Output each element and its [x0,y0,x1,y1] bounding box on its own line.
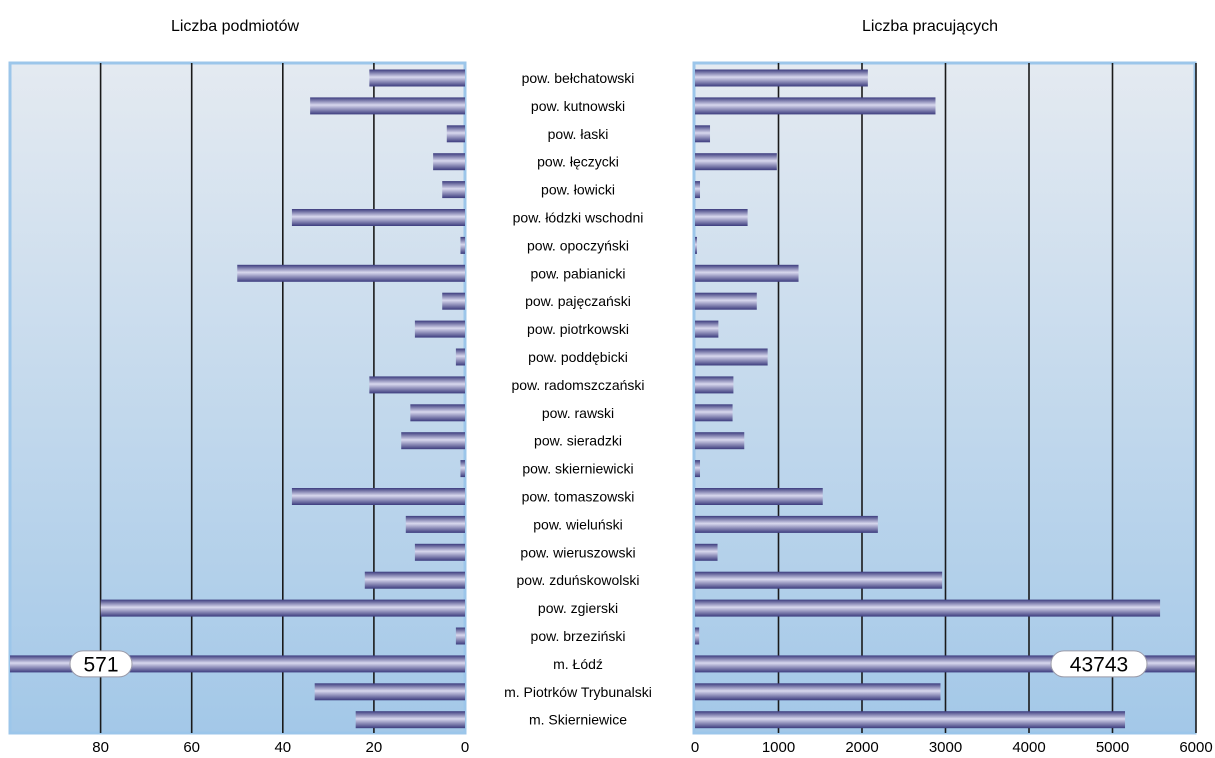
left-bar [401,432,465,450]
category-label: pow. bełchatowski [522,70,635,86]
right-bar [695,432,745,450]
right-bar [695,599,1161,617]
left-callout-label: 571 [83,653,118,676]
category-label: pow. zgierski [538,600,618,616]
left-tick-label: 80 [92,739,109,756]
left-bar [355,711,465,729]
right-bar [695,320,719,338]
category-label: pow. rawski [542,405,614,421]
category-label: pow. piotrkowski [527,321,629,337]
category-label: pow. tomaszowski [522,489,635,505]
left-chart-title: Liczba podmiotów [171,18,300,35]
category-label: pow. łęczycki [537,154,619,170]
left-bar [433,153,465,171]
left-bar [442,181,465,199]
left-bar [405,515,465,533]
right-tick-label: 6000 [1179,739,1212,756]
left-plot-background [8,61,467,735]
left-bar [460,236,465,254]
right-tick-label: 1000 [762,739,795,756]
category-label: pow. kutnowski [531,98,625,114]
right-bar [695,404,733,422]
left-bar [460,460,465,478]
left-bar [455,348,465,366]
right-plot-background [692,61,1197,735]
category-label: m. Łódź [553,656,603,672]
right-bar [695,627,700,645]
category-label: pow. opoczyński [527,237,629,253]
right-chart-title: Liczba pracujących [862,18,998,35]
right-tick-label: 2000 [845,739,878,756]
left-tick-label: 0 [461,739,469,756]
category-label: pow. skierniewicki [522,461,633,477]
right-bar [695,69,868,87]
left-bar [291,488,465,505]
category-label: pow. łódzki wschodni [513,210,644,226]
right-bar [695,97,936,115]
category-label: pow. sieradzki [534,433,622,449]
left-bar [364,571,465,589]
left-bar [369,376,465,394]
right-bar [695,125,711,143]
right-bar [695,571,943,589]
left-bar [237,264,465,282]
left-bar [414,543,465,561]
right-callout-bubble [1050,650,1148,678]
right-bar [695,515,878,533]
right-bar [695,543,718,561]
category-label: pow. łowicki [541,182,615,198]
right-bar [695,264,799,282]
right-tick-label: 0 [691,739,699,756]
left-bar [446,125,465,143]
left-bar [369,69,465,87]
category-labels: pow. bełchatowski pow. kutnowski pow. łask… [504,70,652,728]
category-label: pow. wieruszowski [520,544,635,560]
left-tick-label: 20 [366,739,383,756]
left-tick-label: 40 [274,739,291,756]
left-bar [310,97,465,115]
right-bar [695,711,1126,729]
right-bar [695,460,701,478]
right-bar [695,292,757,310]
right-bar [695,376,734,394]
left-bar [291,209,465,226]
left-bar [410,404,465,422]
left-tick-label: 60 [183,739,200,756]
left-bar [442,292,465,310]
right-bar [695,348,768,366]
right-tick-label: 4000 [1012,739,1045,756]
category-label: m. Piotrków Trybunalski [504,684,652,700]
right-bar [695,181,701,199]
category-label: pow. pabianicki [531,265,626,281]
left-bar [414,320,465,338]
category-label: pow. wieluński [533,516,623,532]
left-bar [314,683,465,701]
right-chart-panel: 0 1000 2000 3000 4000 5000 6000 43743 [691,61,1213,756]
right-bar [695,488,823,505]
right-bar [695,683,941,701]
category-label: pow. łaski [548,126,609,142]
right-callout-label: 43743 [1070,653,1128,676]
category-label: pow. pajęczański [525,293,631,309]
left-bar [455,627,465,645]
left-bar [100,599,465,617]
category-label: m. Skierniewice [529,712,627,728]
category-label: pow. poddębicki [528,349,628,365]
category-label: pow. radomszczański [511,377,644,393]
right-tick-label: 3000 [929,739,962,756]
right-tick-label: 5000 [1096,739,1129,756]
category-label: pow. zduńskowolski [517,572,640,588]
left-callout-bubble [69,650,133,678]
right-bar [695,236,697,254]
category-label: pow. brzeziński [531,628,626,644]
right-bar [695,209,748,226]
right-bar [695,153,777,171]
left-chart-panel: 80 60 40 20 0 571 [8,61,469,756]
